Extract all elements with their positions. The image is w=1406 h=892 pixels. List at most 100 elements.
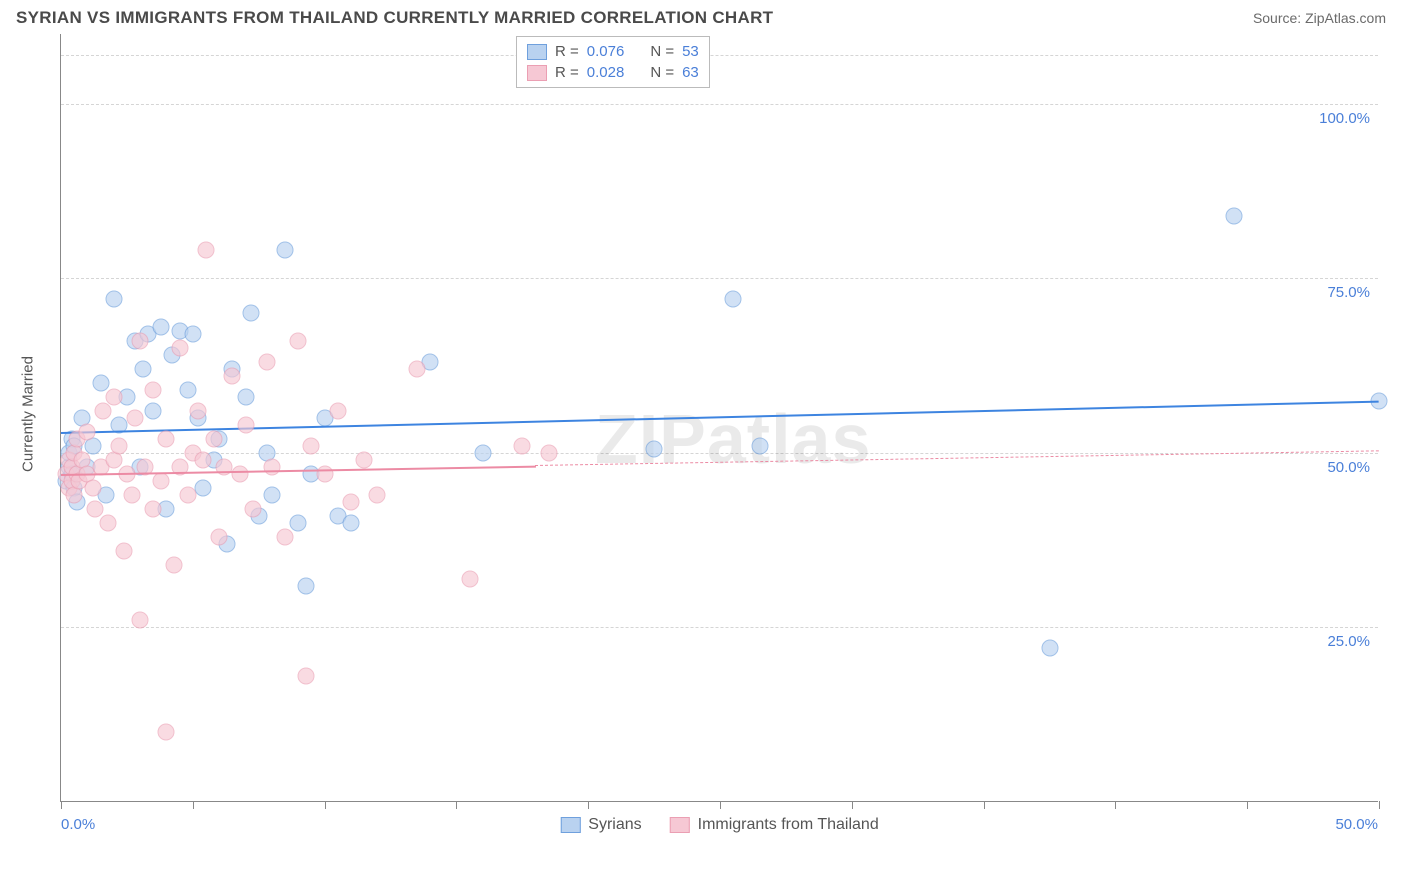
data-point — [245, 500, 262, 517]
n-label: N = — [650, 64, 674, 81]
data-point — [205, 430, 222, 447]
x-tick — [325, 801, 326, 809]
data-point — [145, 403, 162, 420]
r-label: R = — [555, 43, 579, 60]
data-point — [105, 389, 122, 406]
data-point — [153, 319, 170, 336]
data-point — [263, 458, 280, 475]
n-value: 63 — [682, 64, 699, 81]
legend-swatch — [560, 817, 580, 833]
legend-swatch — [527, 44, 547, 60]
data-point — [92, 375, 109, 392]
chart-title: SYRIAN VS IMMIGRANTS FROM THAILAND CURRE… — [16, 8, 773, 28]
data-point — [242, 305, 259, 322]
data-point — [356, 451, 373, 468]
data-point — [263, 486, 280, 503]
data-point — [197, 242, 214, 259]
chart-container: Currently Married 25.0%50.0%75.0%100.0%0… — [16, 34, 1390, 864]
y-tick-label: 50.0% — [1327, 459, 1370, 476]
legend-item: Immigrants from Thailand — [670, 816, 879, 834]
data-point — [153, 472, 170, 489]
data-point — [342, 493, 359, 510]
gridline — [61, 278, 1378, 279]
data-point — [725, 291, 742, 308]
x-tick — [852, 801, 853, 809]
data-point — [190, 403, 207, 420]
data-point — [179, 382, 196, 399]
data-point — [134, 361, 151, 378]
r-value: 0.028 — [587, 64, 625, 81]
x-tick — [1379, 801, 1380, 809]
data-point — [316, 465, 333, 482]
gridline — [61, 627, 1378, 628]
legend-row: R = 0.028 N = 63 — [527, 62, 699, 83]
series-name: Immigrants from Thailand — [698, 816, 879, 834]
y-tick-label: 25.0% — [1327, 633, 1370, 650]
data-point — [166, 556, 183, 573]
data-point — [158, 430, 175, 447]
data-point — [540, 444, 557, 461]
x-tick — [1247, 801, 1248, 809]
gridline — [61, 55, 1378, 56]
y-axis-label: Currently Married — [20, 356, 37, 472]
data-point — [110, 437, 127, 454]
series-legend: Syrians Immigrants from Thailand — [560, 816, 878, 834]
data-point — [95, 403, 112, 420]
data-point — [171, 340, 188, 357]
data-point — [211, 528, 228, 545]
x-tick — [193, 801, 194, 809]
data-point — [1226, 207, 1243, 224]
data-point — [145, 500, 162, 517]
plot-area: 25.0%50.0%75.0%100.0%0.0%50.0%ZIPatlasR … — [60, 34, 1378, 802]
data-point — [145, 382, 162, 399]
legend-swatch — [527, 65, 547, 81]
data-point — [184, 326, 201, 343]
data-point — [646, 441, 663, 458]
data-point — [751, 437, 768, 454]
data-point — [514, 437, 531, 454]
x-tick-label: 0.0% — [61, 816, 95, 833]
data-point — [195, 451, 212, 468]
data-point — [290, 514, 307, 531]
y-tick-label: 100.0% — [1319, 110, 1370, 127]
x-tick — [1115, 801, 1116, 809]
data-point — [474, 444, 491, 461]
data-point — [277, 528, 294, 545]
x-tick — [588, 801, 589, 809]
series-name: Syrians — [588, 816, 641, 834]
data-point — [461, 570, 478, 587]
r-label: R = — [555, 64, 579, 81]
data-point — [369, 486, 386, 503]
x-tick — [984, 801, 985, 809]
x-tick-label: 50.0% — [1335, 816, 1378, 833]
legend-swatch — [670, 817, 690, 833]
data-point — [132, 612, 149, 629]
data-point — [342, 514, 359, 531]
data-point — [298, 668, 315, 685]
x-tick — [456, 801, 457, 809]
data-point — [100, 514, 117, 531]
trend-line — [61, 401, 1379, 434]
n-label: N = — [650, 43, 674, 60]
data-point — [224, 368, 241, 385]
data-point — [84, 479, 101, 496]
correlation-legend: R = 0.076 N = 53 R = 0.028 N = 63 — [516, 36, 710, 88]
data-point — [179, 486, 196, 503]
data-point — [79, 423, 96, 440]
data-point — [158, 724, 175, 741]
legend-row: R = 0.076 N = 53 — [527, 41, 699, 62]
data-point — [237, 389, 254, 406]
data-point — [195, 479, 212, 496]
data-point — [303, 437, 320, 454]
n-value: 53 — [682, 43, 699, 60]
data-point — [329, 403, 346, 420]
data-point — [105, 291, 122, 308]
x-tick — [61, 801, 62, 809]
data-point — [126, 410, 143, 427]
data-point — [277, 242, 294, 259]
r-value: 0.076 — [587, 43, 625, 60]
data-point — [87, 500, 104, 517]
data-point — [232, 465, 249, 482]
legend-item: Syrians — [560, 816, 641, 834]
source-attribution: Source: ZipAtlas.com — [1253, 10, 1386, 26]
